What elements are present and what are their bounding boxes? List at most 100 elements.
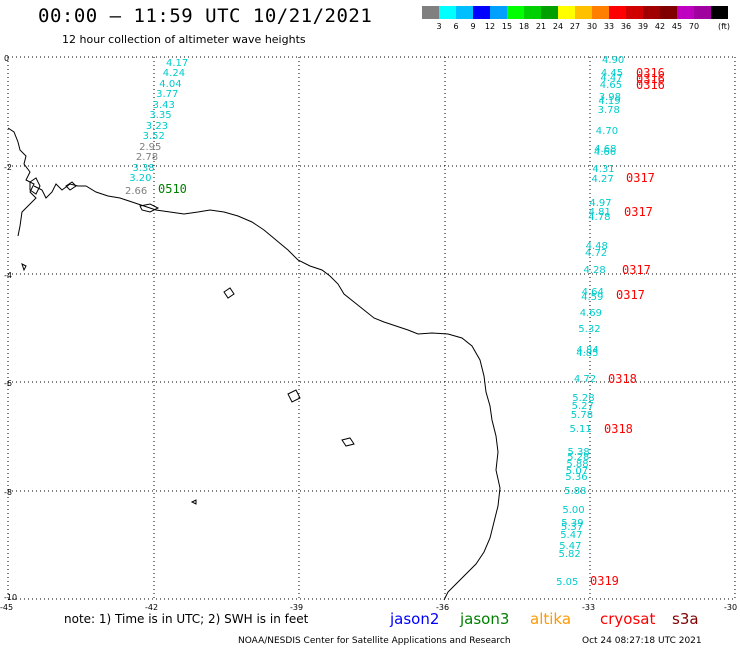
legend-label: 33 <box>603 22 615 31</box>
lon-label: -42 <box>145 603 158 612</box>
east-track-observations: 4.90 4.454.474.653.984.193.78 4.70 4.684.66… <box>556 55 624 588</box>
wave-height-value: 4.17 <box>166 58 188 69</box>
legend-swatch <box>558 6 575 19</box>
color-scale-legend <box>422 6 728 19</box>
pass-time-label: 0317 <box>626 171 655 185</box>
legend-swatch <box>626 6 643 19</box>
legend-swatch <box>609 6 626 19</box>
wave-height-value: 2.95 <box>139 142 161 153</box>
wave-height-value: 4.48 <box>586 241 608 252</box>
wave-height-value: 5.38 <box>568 447 590 458</box>
legend-label: 15 <box>501 22 513 31</box>
color-scale-labels: 3 6 9 12 15 18 21 24 27 30 33 36 39 42 4… <box>422 22 740 34</box>
wave-height-value: 5.37 <box>561 522 583 533</box>
legend-swatch <box>490 6 507 19</box>
lon-label: -36 <box>436 603 449 612</box>
legend-swatch <box>541 6 558 19</box>
wave-height-value: 5.36 <box>565 472 587 483</box>
wave-height-value: 3.77 <box>156 89 178 100</box>
lon-label: -30 <box>724 603 737 612</box>
wave-height-value: 4.68 <box>594 144 616 155</box>
satellite-cryosat: cryosat <box>600 610 656 628</box>
wave-height-value: 4.04 <box>159 79 181 90</box>
pass-time-label: 0317 <box>622 263 651 277</box>
legend-label: 30 <box>586 22 598 31</box>
page-subtitle: 12 hour collection of altimeter wave hei… <box>62 33 306 46</box>
legend-swatch <box>507 6 524 19</box>
satellite-jason2: jason2 <box>390 610 440 628</box>
credit-line: NOAA/NESDIS Center for Satellite Applica… <box>238 636 511 646</box>
pass-time-label: 0318 <box>608 372 637 386</box>
wave-height-value: 4.66 <box>594 147 616 158</box>
wave-height-value: 4.45 <box>601 68 623 79</box>
legend-swatch <box>592 6 609 19</box>
pass-time-label: 0317 <box>616 288 645 302</box>
legend-swatch <box>694 6 711 19</box>
pass-time-label: 0317 <box>624 205 653 219</box>
wave-height-value: 4.81 <box>589 207 611 218</box>
pass-time-label: 0316 <box>636 72 665 86</box>
west-track-observations: 4.174.244.043.773.433.353.233.522.952.78… <box>125 58 188 197</box>
wave-height-value: 3.38 <box>132 163 154 174</box>
legend-swatch <box>524 6 541 19</box>
legend-swatch <box>575 6 592 19</box>
wave-height-value: 3.20 <box>129 173 151 184</box>
legend-swatch <box>677 6 694 19</box>
coastline-islands <box>21 177 355 505</box>
wave-height-value: 4.24 <box>163 68 185 79</box>
pass-time-label: 0319 <box>590 574 619 588</box>
wave-height-value: 4.31 <box>592 164 614 175</box>
generation-timestamp: Oct 24 08:27:18 UTC 2021 <box>582 636 702 646</box>
legend-swatch <box>660 6 677 19</box>
lat-label: -10 <box>4 593 17 602</box>
page-title: 00:00 – 11:59 UTC 10/21/2021 <box>38 5 373 27</box>
wave-height-value: 4.97 <box>589 198 611 209</box>
lon-label: -33 <box>582 603 595 612</box>
satellite-altika: altika <box>530 610 572 628</box>
lon-label: -45 <box>0 603 13 612</box>
wave-height-value: 4.28 <box>584 265 606 276</box>
legend-label: 39 <box>637 22 649 31</box>
wave-height-value: 5.00 <box>562 505 584 516</box>
legend-label: 9 <box>470 22 476 31</box>
legend-label: 45 <box>671 22 683 31</box>
legend-swatch <box>456 6 473 19</box>
lon-label: -39 <box>290 603 303 612</box>
wave-height-value: 3.23 <box>146 121 168 132</box>
wave-height-value: 2.66 <box>125 186 147 197</box>
legend-label: 36 <box>620 22 632 31</box>
wave-height-value: 4.70 <box>596 126 618 137</box>
wave-height-value: 5.05 <box>556 577 578 588</box>
legend-label: 42 <box>654 22 666 31</box>
legend-label: 12 <box>484 22 496 31</box>
wave-height-value: 2.78 <box>136 152 158 163</box>
legend-label: 3 <box>436 22 442 31</box>
wave-height-value: 4.72 <box>585 248 607 259</box>
wave-height-value: 3.78 <box>598 105 620 116</box>
wave-height-value: 5.47 <box>560 530 582 541</box>
wave-height-value: 4.72 <box>574 374 596 385</box>
wave-height-value: 5.39 <box>561 518 583 529</box>
pass-time-label: 0510 <box>158 182 187 196</box>
wave-height-value: 3.43 <box>153 100 175 111</box>
legend-swatch <box>422 6 439 19</box>
wave-height-value: 4.85 <box>576 348 598 359</box>
satellite-jason3: jason3 <box>460 610 510 628</box>
wave-height-value: 4.78 <box>588 212 610 223</box>
wave-height-value: 5.88 <box>564 486 586 497</box>
legend-label: 6 <box>453 22 459 31</box>
wave-height-value: 5.11 <box>570 424 592 435</box>
pass-time-label: 0318 <box>604 422 633 436</box>
wave-height-value: 5.88 <box>566 459 588 470</box>
legend-unit: (ft) <box>717 22 731 31</box>
legend-swatch <box>439 6 456 19</box>
wave-height-value: 4.59 <box>581 292 603 303</box>
legend-label: 21 <box>535 22 547 31</box>
wave-height-value: 5.47 <box>559 541 581 552</box>
wave-height-value: 5.28 <box>567 452 589 463</box>
lat-label: -6 <box>4 379 12 388</box>
wave-height-value: 5.82 <box>559 549 581 560</box>
pass-time-label: 0316 <box>636 78 665 92</box>
